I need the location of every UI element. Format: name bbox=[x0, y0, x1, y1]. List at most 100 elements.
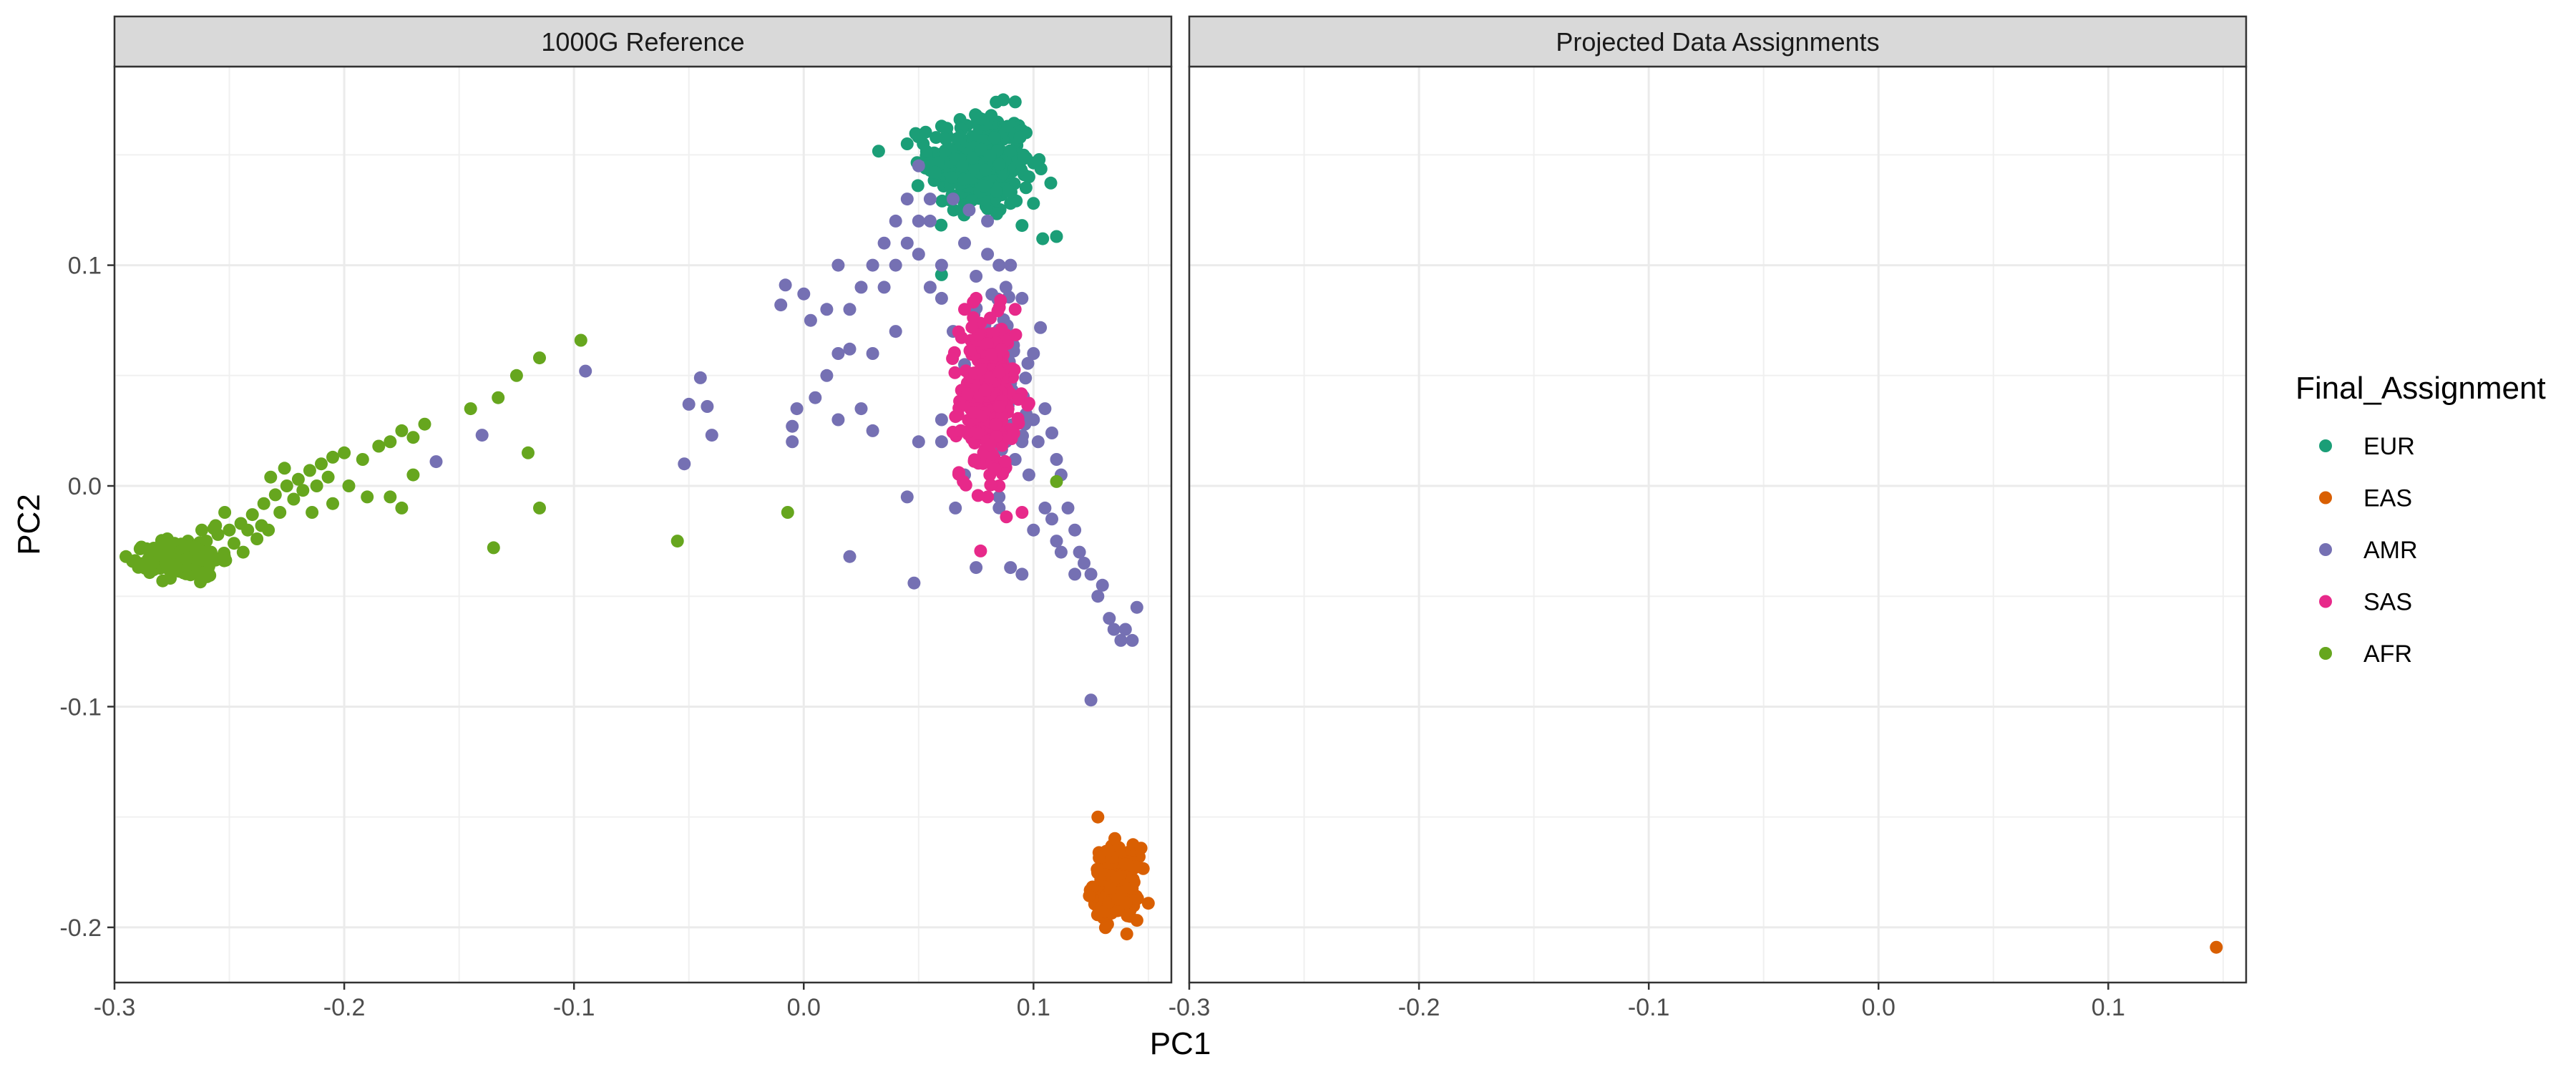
data-point-sas bbox=[978, 384, 992, 397]
data-point-amr bbox=[1078, 557, 1091, 570]
data-point-afr bbox=[342, 479, 356, 492]
data-point-afr bbox=[135, 557, 148, 570]
data-point-amr bbox=[1068, 523, 1082, 537]
facet-panel-2: Projected Data Assignments -0.3 -0.2 -0.1 0.… bbox=[1169, 15, 2248, 1021]
data-point-amr bbox=[790, 402, 804, 416]
data-point-sas bbox=[1009, 328, 1023, 341]
data-point-eur bbox=[940, 122, 954, 135]
data-point-eur bbox=[1017, 151, 1030, 165]
data-point-afr bbox=[356, 453, 369, 466]
data-point-amr bbox=[889, 214, 902, 228]
data-point-afr bbox=[384, 435, 397, 449]
data-point-amr bbox=[935, 258, 948, 272]
data-point-amr bbox=[970, 561, 983, 575]
data-point-eur bbox=[987, 131, 1001, 145]
data-point-afr bbox=[228, 537, 240, 550]
facet-strip-label: 1000G Reference bbox=[541, 27, 744, 57]
data-point-amr bbox=[866, 424, 879, 437]
data-point-amr bbox=[900, 490, 914, 504]
data-point-eas bbox=[1134, 842, 1148, 855]
data-point-amr bbox=[1107, 623, 1121, 636]
facet-panel-1: 1000G Reference -0.3 -0.2 -0.1 0.0 0.1 -0.2 -0.… bbox=[59, 15, 1173, 1021]
data-point-sas bbox=[946, 352, 960, 365]
data-point-amr bbox=[843, 550, 857, 563]
data-point-eur bbox=[919, 145, 933, 158]
facet-strip bbox=[1188, 15, 2248, 68]
data-point-afr bbox=[195, 553, 208, 567]
panel-background bbox=[1189, 67, 2246, 983]
x-axis-title: PC1 bbox=[1150, 1026, 1211, 1061]
data-point-eur bbox=[1015, 219, 1029, 233]
data-point-sas bbox=[963, 343, 977, 357]
data-point-afr bbox=[509, 369, 523, 382]
data-point-eur bbox=[1008, 95, 1022, 109]
data-point-amr bbox=[678, 457, 691, 471]
facet-strip bbox=[113, 15, 1173, 68]
x-tick-label: 0.0 bbox=[787, 994, 821, 1021]
data-point-amr bbox=[992, 258, 1006, 272]
data-point-eur bbox=[930, 131, 943, 145]
data-point-amr bbox=[1084, 567, 1098, 581]
legend-label-afr: AFR bbox=[2363, 640, 2412, 668]
data-point-sas bbox=[1015, 506, 1029, 519]
data-point-afr bbox=[492, 391, 505, 404]
data-point-amr bbox=[1022, 468, 1035, 482]
data-point-amr bbox=[1038, 501, 1052, 515]
data-point-afr bbox=[1050, 474, 1063, 488]
data-point-afr bbox=[303, 464, 316, 477]
data-point-afr bbox=[326, 497, 339, 510]
data-point-eur bbox=[900, 137, 914, 150]
data-point-eur bbox=[973, 112, 987, 125]
data-point-sas bbox=[971, 489, 985, 502]
data-point-eur bbox=[935, 218, 948, 232]
data-point-sas bbox=[965, 321, 979, 334]
data-point-afr bbox=[140, 542, 153, 555]
data-point-amr bbox=[831, 413, 845, 427]
data-point-amr bbox=[866, 258, 879, 272]
data-point-eur bbox=[1027, 156, 1040, 170]
data-point-eur bbox=[1013, 130, 1027, 144]
data-point-afr bbox=[167, 557, 180, 571]
data-point-amr bbox=[1038, 402, 1052, 416]
data-point-amr bbox=[1021, 356, 1035, 370]
data-point-amr bbox=[1004, 561, 1018, 575]
x-tick-label: -0.1 bbox=[553, 994, 595, 1021]
data-point-amr bbox=[786, 435, 799, 449]
data-point-eur bbox=[967, 162, 981, 175]
data-point-afr bbox=[310, 479, 323, 492]
data-point-amr bbox=[854, 402, 868, 416]
data-point-sas bbox=[967, 311, 980, 324]
data-point-afr bbox=[315, 457, 328, 471]
data-point-amr bbox=[900, 236, 914, 250]
data-point-amr bbox=[820, 369, 834, 382]
data-point-amr bbox=[1096, 578, 1109, 592]
data-point-sas bbox=[1021, 399, 1035, 412]
data-point-afr bbox=[155, 534, 168, 547]
data-point-amr bbox=[962, 203, 976, 217]
data-point-afr bbox=[781, 506, 794, 519]
legend-key-eas bbox=[2319, 491, 2332, 505]
data-point-amr bbox=[1114, 633, 1128, 647]
data-point-amr bbox=[1050, 453, 1063, 466]
data-point-sas bbox=[1000, 510, 1013, 524]
data-point-sas bbox=[954, 424, 967, 437]
data-point-sas bbox=[985, 348, 998, 361]
data-point-amr bbox=[912, 214, 925, 228]
data-point-amr bbox=[935, 435, 948, 449]
data-point-amr bbox=[804, 313, 817, 327]
data-point-amr bbox=[854, 281, 868, 294]
data-point-amr bbox=[900, 193, 914, 206]
data-point-amr bbox=[1118, 623, 1132, 636]
data-point-afr bbox=[245, 508, 259, 522]
data-point-afr bbox=[372, 439, 386, 453]
data-point-amr bbox=[999, 281, 1013, 294]
data-point-afr bbox=[241, 523, 255, 537]
data-point-sas bbox=[992, 366, 1006, 379]
data-point-sas bbox=[984, 478, 997, 492]
legend-label-eas: EAS bbox=[2363, 485, 2412, 512]
data-point-sas bbox=[951, 408, 965, 421]
data-point-amr bbox=[843, 303, 857, 316]
data-point-eur bbox=[947, 203, 960, 217]
data-point-amr bbox=[831, 347, 845, 360]
